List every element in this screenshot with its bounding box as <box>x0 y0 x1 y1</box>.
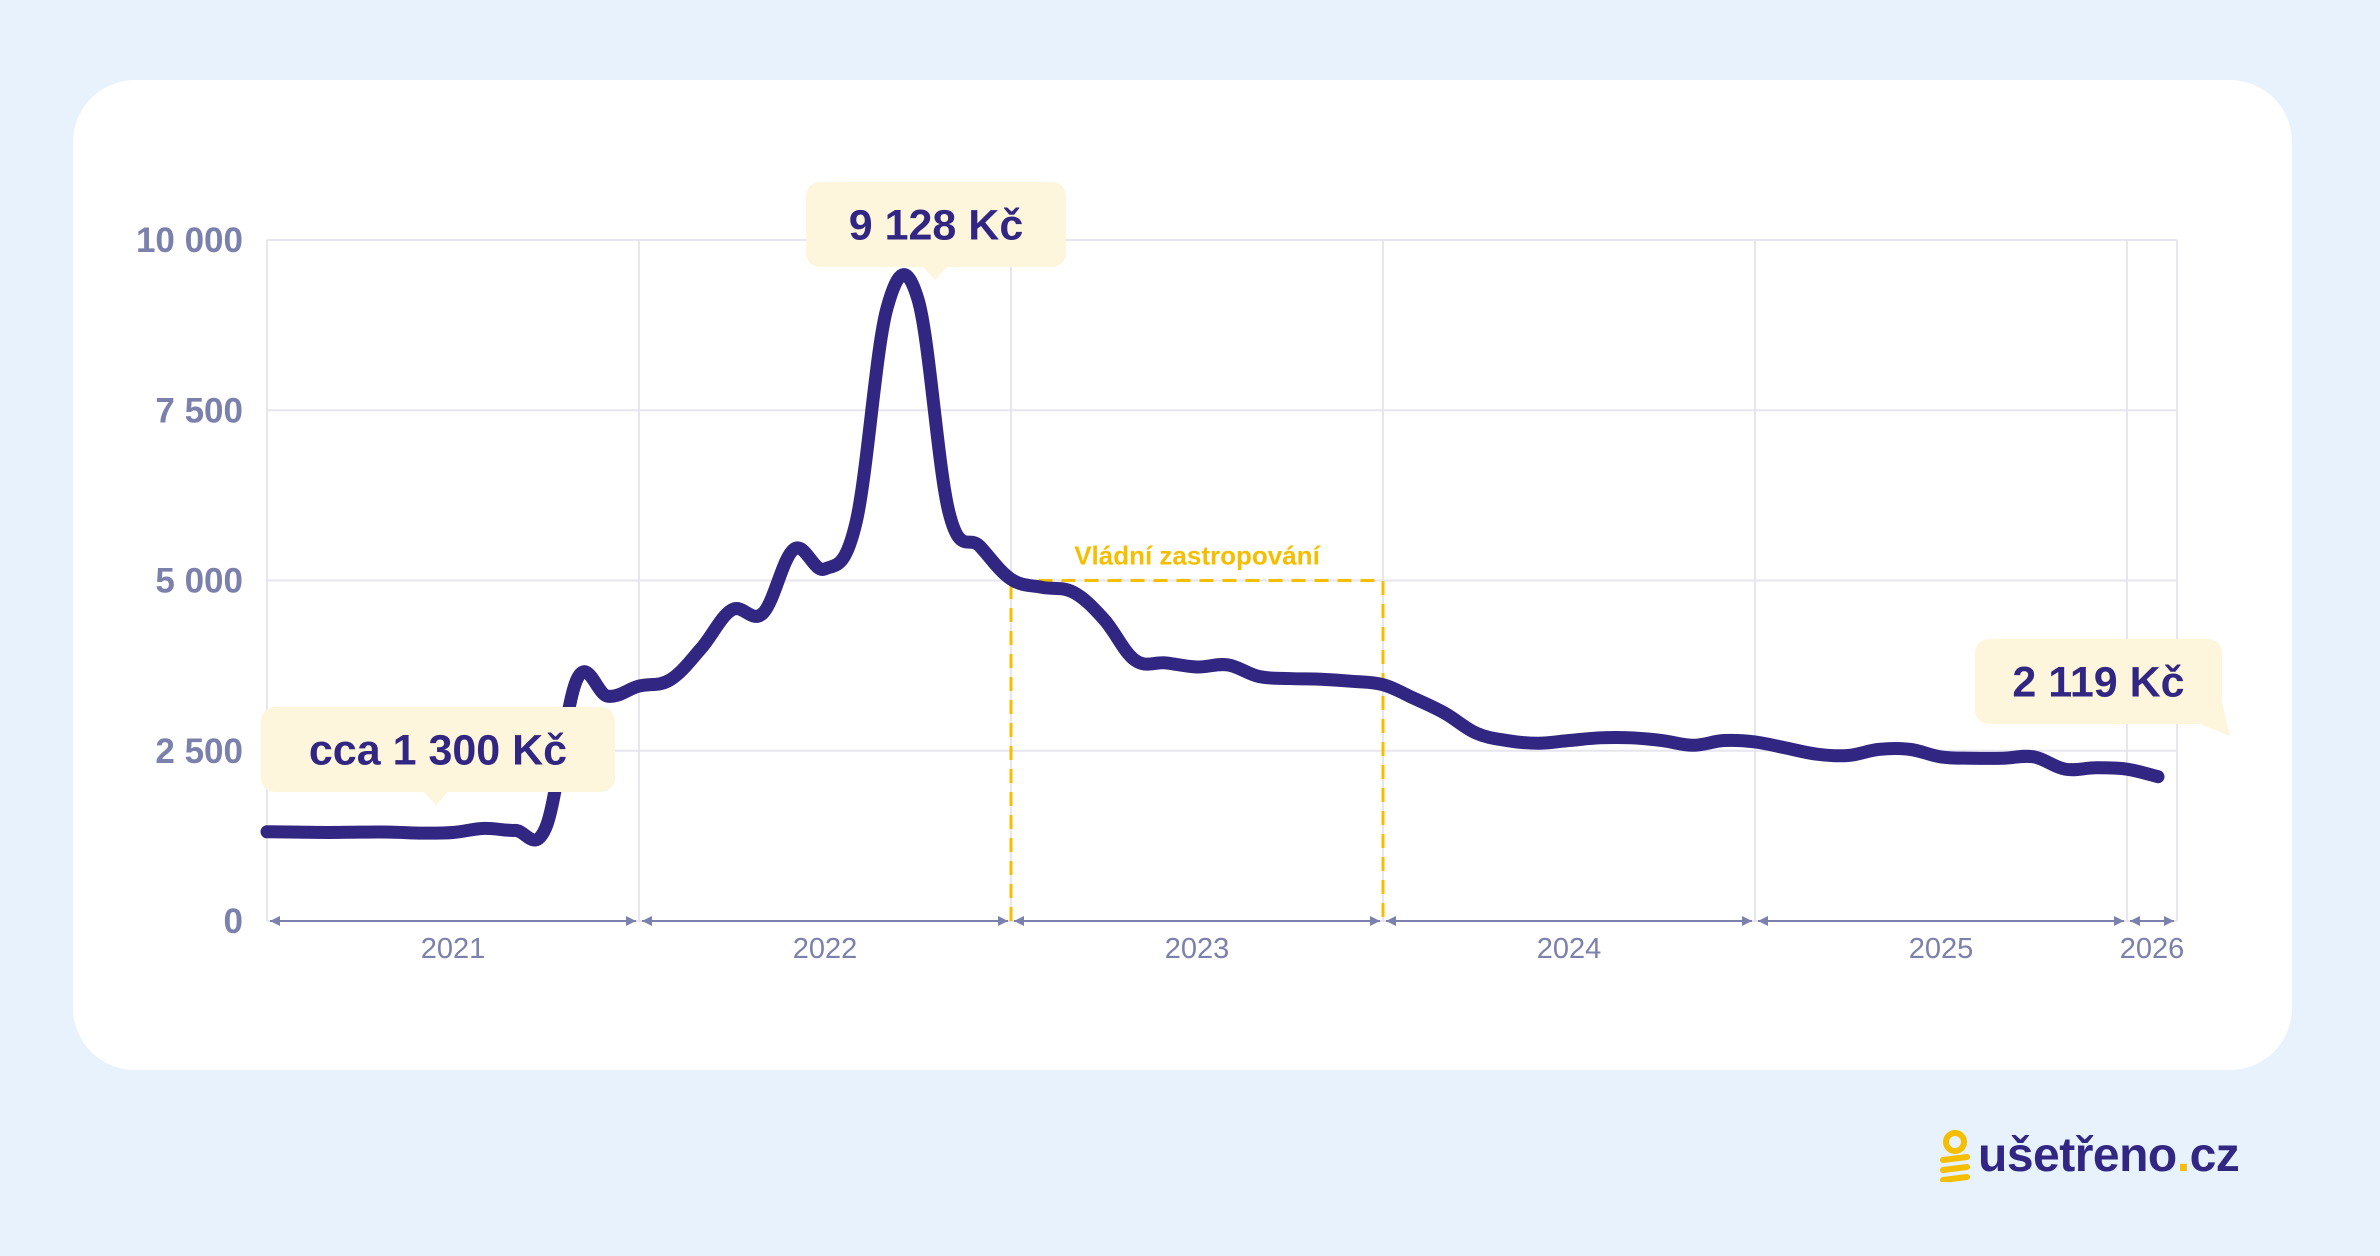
arrowhead-right <box>626 916 636 926</box>
x-tick-label: 2022 <box>793 933 858 965</box>
callout-3: 2 119 Kč <box>1975 639 2230 736</box>
arrowhead-right <box>998 916 1008 926</box>
arrowhead-left <box>1386 916 1396 926</box>
callout-text: 2 119 Kč <box>2012 659 2184 707</box>
callout-box <box>806 182 1066 267</box>
arrowhead-left <box>1758 916 1768 926</box>
y-tick-label: 0 <box>224 902 243 941</box>
usetreno-logo: ušetřeno.cz <box>1940 1128 2240 1183</box>
callout-pointer <box>2200 702 2230 736</box>
y-tick-label: 10 000 <box>136 221 243 260</box>
chart-card <box>73 80 2292 1070</box>
arrowhead-right <box>1370 916 1380 926</box>
y-tick-label: 2 500 <box>155 732 243 771</box>
callout-box <box>1975 639 2222 724</box>
y-tick-label: 5 000 <box>155 562 243 601</box>
arrowhead-right <box>1742 916 1752 926</box>
x-tick-label: 2025 <box>1909 933 1974 965</box>
arrowhead-left <box>270 916 280 926</box>
logo-text: ušetřeno.cz <box>1978 1128 2240 1183</box>
y-tick-label: 7 500 <box>155 391 243 430</box>
callout-pointer <box>424 792 448 805</box>
logo-dot: . <box>2176 1129 2190 1182</box>
logo-icon <box>1940 1129 1970 1182</box>
callout-text: 9 128 Kč <box>849 202 1024 250</box>
arrowhead-right <box>2164 916 2174 926</box>
arrowhead-left <box>2130 916 2140 926</box>
arrowhead-left <box>1014 916 1024 926</box>
callout-pointer <box>923 267 947 280</box>
callout-text: cca 1 300 Kč <box>309 727 567 775</box>
x-tick-label: 2026 <box>2120 933 2185 965</box>
logo-tld: cz <box>2189 1129 2240 1182</box>
x-tick-label: 2021 <box>421 933 486 965</box>
callout-2: 9 128 Kč <box>806 182 1066 280</box>
logo-name: ušetřeno <box>1978 1129 2177 1182</box>
callout-1: cca 1 300 Kč <box>261 707 615 805</box>
government-cap-label: Vládní zastropování <box>1074 541 1320 571</box>
x-tick-label: 2023 <box>1165 933 1230 965</box>
arrowhead-left <box>642 916 652 926</box>
callout-box <box>261 707 615 792</box>
government-cap-box <box>1009 579 1385 921</box>
arrowhead-right <box>2114 916 2124 926</box>
x-tick-label: 2024 <box>1537 933 1602 965</box>
price-line <box>260 268 2165 847</box>
